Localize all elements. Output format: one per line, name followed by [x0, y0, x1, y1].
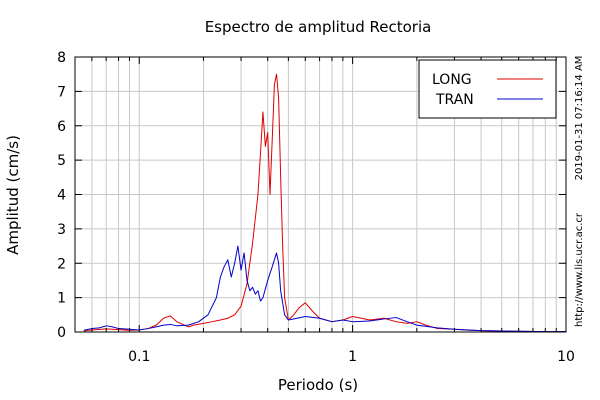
tick-labels: 0 1 2 3 4 5 6 7 8 0.1 1 10	[57, 50, 575, 365]
y-tick-label: 4	[57, 188, 66, 204]
legend: LONG TRAN	[418, 59, 557, 119]
x-axis-label: Periodo (s)	[278, 376, 358, 394]
y-tick-label: 7	[57, 84, 66, 100]
grid	[74, 57, 567, 332]
series-layer	[83, 73, 566, 333]
x-tick-label: 10	[557, 349, 575, 365]
series-line-tran	[83, 245, 566, 333]
y-tick-label: 8	[57, 50, 66, 66]
y-axis-label: Amplitud (cm/s)	[4, 135, 22, 255]
y-tick-label: 0	[57, 325, 66, 341]
y-tick-label: 3	[57, 222, 66, 238]
y-tick-label: 5	[57, 153, 66, 169]
x-tick-label: 1	[348, 349, 357, 365]
legend-label-tran: TRAN	[435, 92, 474, 108]
y-tick-label: 2	[57, 256, 66, 272]
x-tick-label: 0.1	[128, 349, 150, 365]
legend-box	[418, 59, 557, 119]
timestamp-label: 2019-01-31 07:16:14 AM	[574, 56, 585, 181]
source-url-label: http://www.lis.ucr.ac.cr	[574, 212, 585, 327]
y-tick-label: 6	[57, 119, 66, 135]
chart-title: Espectro de amplitud Rectoria	[205, 18, 432, 36]
axis-ticks	[74, 56, 567, 333]
y-tick-label: 1	[57, 291, 66, 307]
legend-label-long: LONG	[432, 72, 472, 88]
